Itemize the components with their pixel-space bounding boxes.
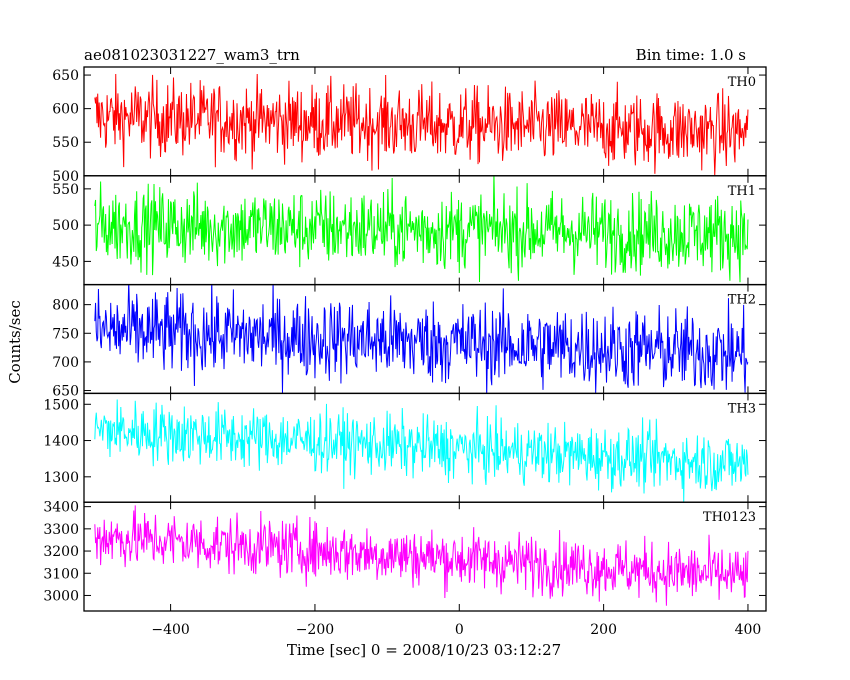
series-line-th3 <box>94 399 749 502</box>
series-line-th2 <box>94 284 749 394</box>
panel-label-th1: TH1 <box>728 184 756 199</box>
y-tick-label: 650 <box>52 384 79 400</box>
series-line-th0 <box>94 73 749 176</box>
panel-th1: 450 500 550 TH1 <box>52 175 767 286</box>
x-tick-label: −200 <box>296 622 334 638</box>
y-tick-label: 1400 <box>43 434 79 450</box>
y-tick-label: 800 <box>52 298 79 314</box>
y-axis-label: Counts/sec <box>6 300 24 384</box>
panel-label-th0: TH0 <box>728 75 756 90</box>
y-tick-label: 500 <box>52 169 79 185</box>
panel-th0: 500 550 600 650 TH0 <box>52 66 767 185</box>
panel-th3: 1300 1400 1500 TH3 <box>43 392 767 503</box>
panel-label-th0123: TH0123 <box>703 510 756 525</box>
y-tick-label: 3300 <box>43 522 79 538</box>
y-tick-label: 1300 <box>43 470 79 486</box>
y-tick-label: 550 <box>52 182 79 198</box>
x-tick-label: −400 <box>151 622 189 638</box>
panel-label-th3: TH3 <box>728 401 756 416</box>
y-tick-label: 550 <box>52 135 79 151</box>
panel-th0123: 3000 3100 3200 3300 3400 TH0123 <box>43 500 767 612</box>
y-tick-label: 450 <box>52 254 79 270</box>
series-line-th0123 <box>94 505 749 606</box>
panel-frame <box>83 392 767 503</box>
y-tick-label: 3200 <box>43 544 79 560</box>
y-tick-label: 500 <box>52 218 79 234</box>
y-tick-label: 650 <box>52 68 79 84</box>
x-tick-label: 0 <box>455 622 464 638</box>
x-axis-label: Time [sec] 0 = 2008/10/23 03:12:27 <box>287 641 561 659</box>
y-tick-label: 3400 <box>43 500 79 516</box>
chart-title: ae081023031227_wam3_trn <box>84 46 300 64</box>
bin-time-label: Bin time: 1.0 s <box>636 46 746 64</box>
y-tick-label: 1500 <box>43 397 79 413</box>
y-tick-label: 750 <box>52 326 79 342</box>
y-tick-label: 600 <box>52 102 79 118</box>
y-tick-label: 700 <box>52 355 79 371</box>
panel-frame <box>83 501 767 612</box>
x-tick-label: 400 <box>735 622 762 638</box>
x-tick-label: 200 <box>590 622 617 638</box>
panel-label-th2: TH2 <box>728 293 756 308</box>
y-tick-label: 3000 <box>43 588 79 604</box>
panel-th2: 650 700 750 800 TH2 <box>52 283 767 400</box>
y-tick-label: 3100 <box>43 566 79 582</box>
series-line-th1 <box>94 175 749 283</box>
